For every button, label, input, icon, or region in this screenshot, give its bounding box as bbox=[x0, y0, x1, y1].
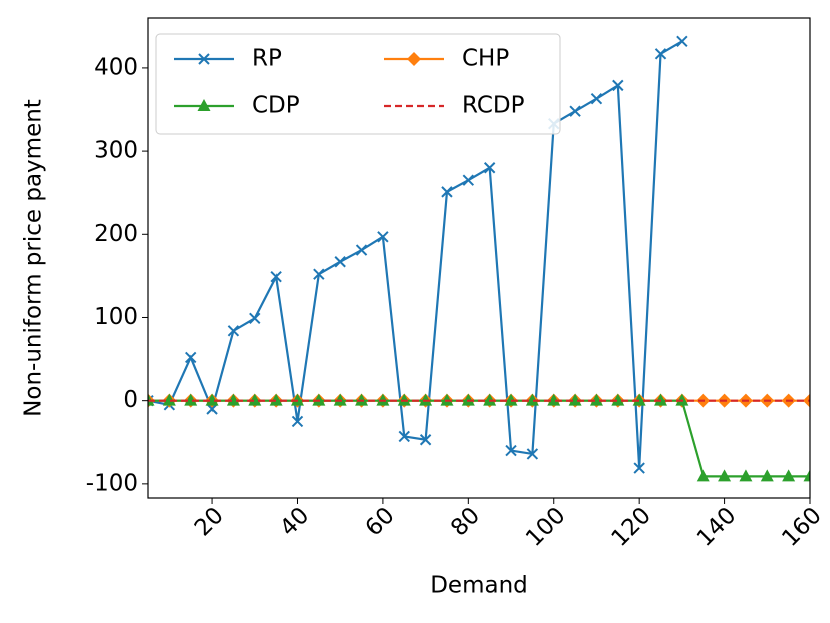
marker bbox=[611, 393, 625, 406]
marker bbox=[525, 393, 539, 406]
marker bbox=[462, 174, 475, 186]
marker bbox=[226, 393, 240, 406]
marker bbox=[198, 53, 210, 65]
legend-label: RP bbox=[252, 46, 282, 72]
marker bbox=[313, 268, 325, 280]
legend-label: RCDP bbox=[462, 93, 525, 119]
marker bbox=[249, 312, 261, 325]
marker bbox=[633, 462, 645, 474]
y-tick-label: 0 bbox=[123, 387, 138, 413]
series bbox=[148, 35, 688, 474]
x-tick-label: 100 bbox=[521, 502, 570, 551]
legend-label: CDP bbox=[252, 93, 300, 119]
x-tick-label: 80 bbox=[446, 502, 485, 541]
x-axis-label: Demand bbox=[430, 573, 528, 599]
x-tick-label: 160 bbox=[777, 502, 826, 551]
marker bbox=[441, 186, 453, 198]
marker bbox=[505, 444, 517, 457]
marker bbox=[589, 393, 603, 406]
marker bbox=[270, 271, 282, 283]
x-tick-label: 120 bbox=[607, 502, 656, 551]
marker bbox=[569, 105, 581, 117]
legend-label: CHP bbox=[462, 46, 509, 72]
marker bbox=[654, 48, 667, 60]
marker bbox=[760, 469, 774, 482]
plot-frame bbox=[147, 17, 811, 499]
marker bbox=[632, 393, 646, 406]
marker bbox=[227, 325, 240, 337]
marker bbox=[334, 256, 346, 268]
marker bbox=[269, 393, 283, 406]
y-axis-label: Non-uniform price payment bbox=[21, 99, 47, 417]
marker bbox=[718, 469, 732, 482]
y-tick-label: 400 bbox=[94, 54, 138, 80]
marker bbox=[526, 448, 539, 460]
x-tick-label: 20 bbox=[190, 502, 229, 541]
marker bbox=[248, 393, 262, 406]
marker bbox=[739, 469, 753, 482]
x-tick-label: 40 bbox=[275, 502, 314, 541]
line bbox=[148, 399, 810, 478]
legend-box bbox=[155, 33, 561, 135]
marker bbox=[483, 162, 496, 174]
x-tick-label: 140 bbox=[692, 502, 741, 551]
marker bbox=[184, 393, 198, 406]
y-tick-label: 300 bbox=[94, 138, 138, 164]
line bbox=[148, 40, 683, 469]
marker bbox=[205, 393, 219, 406]
marker bbox=[696, 469, 710, 482]
marker bbox=[377, 231, 389, 243]
series bbox=[148, 393, 810, 482]
y-tick-label: -100 bbox=[86, 470, 138, 496]
marker bbox=[355, 244, 368, 256]
marker bbox=[197, 99, 211, 111]
marker bbox=[782, 469, 796, 482]
y-tick-label: 200 bbox=[94, 221, 138, 247]
y-tick-label: 100 bbox=[94, 304, 138, 330]
marker bbox=[419, 434, 432, 446]
marker bbox=[162, 393, 176, 406]
marker bbox=[590, 92, 603, 105]
marker bbox=[398, 430, 410, 443]
marker bbox=[568, 393, 582, 406]
marker bbox=[803, 393, 810, 408]
marker bbox=[291, 415, 304, 428]
marker bbox=[803, 469, 810, 482]
marker bbox=[407, 52, 421, 66]
marker bbox=[676, 35, 688, 48]
marker bbox=[612, 79, 624, 92]
x-tick-label: 60 bbox=[361, 502, 400, 541]
marker bbox=[547, 393, 561, 406]
marker bbox=[185, 351, 197, 364]
